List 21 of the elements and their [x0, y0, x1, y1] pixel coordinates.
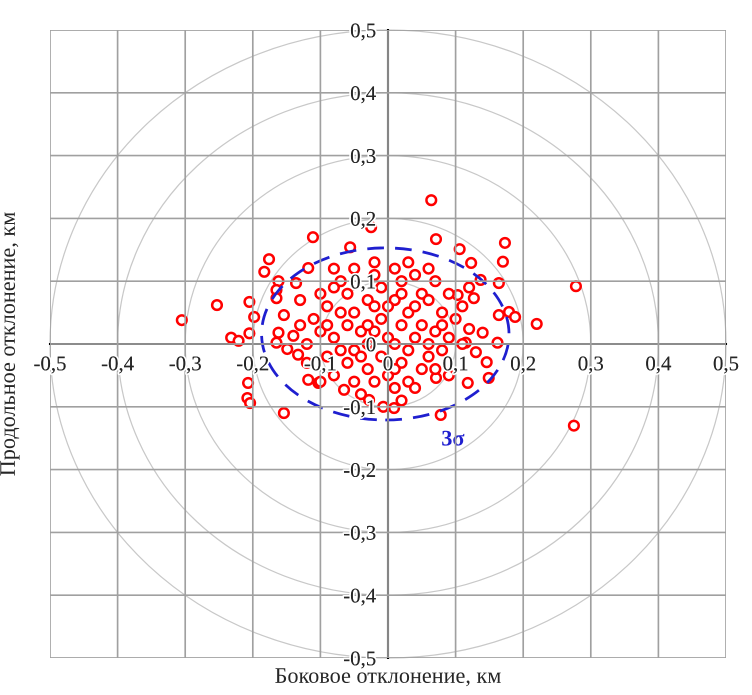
x-tick-label: 0,5: [714, 356, 738, 374]
x-axis-title: Боковое отклонение, км: [275, 668, 501, 686]
x-tick-label: -0,5: [34, 356, 66, 374]
x-tick-label: -0,4: [102, 356, 134, 374]
x-tick-label: 0,2: [510, 356, 536, 374]
x-tick-label: 0,1: [443, 356, 468, 374]
y-axis-title: Продольное отклонение, км: [0, 212, 20, 476]
x-tick-label: 0,3: [578, 356, 604, 374]
y-tick-label: 0,5: [350, 23, 376, 40]
y-tick-label: 0,2: [350, 212, 376, 229]
y-tick-label: -0,5: [344, 651, 376, 668]
x-tick-label: -0,3: [169, 356, 201, 374]
y-tick-label: 0,1: [350, 274, 375, 292]
y-tick-label: 0,3: [350, 148, 376, 166]
y-tick-label: -0,3: [344, 526, 376, 543]
x-tick-label: -0,2: [237, 356, 268, 374]
y-tick-label: -0,1: [344, 400, 375, 418]
y-tick-label: -0,2: [344, 462, 376, 480]
y-tick-label: 0,4: [350, 86, 376, 104]
y-tick-label: -0,4: [344, 588, 376, 606]
x-tick-label: 0,4: [646, 356, 672, 374]
